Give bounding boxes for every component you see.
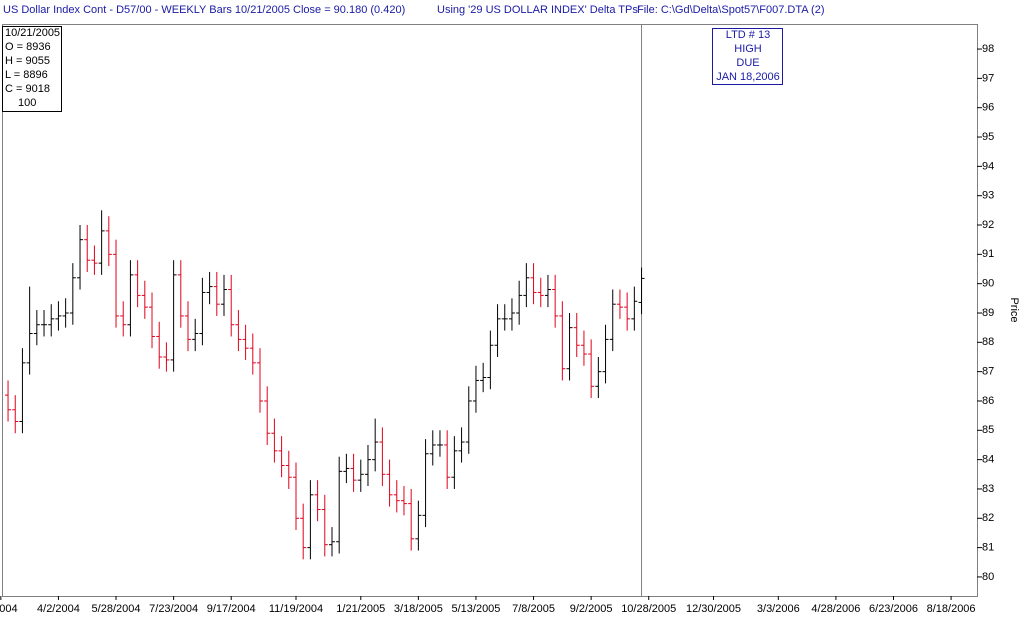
y-tick-label: 88	[982, 336, 994, 348]
y-tick-label: 85	[982, 424, 994, 436]
x-tick-label: 5/13/2005	[451, 603, 500, 615]
x-tick-label: 8/18/2006	[927, 603, 976, 615]
y-tick-label: 96	[982, 102, 994, 114]
x-tick-label: 7/23/2004	[149, 603, 198, 615]
y-tick-label: 94	[982, 160, 994, 172]
annotation-line: LTD # 13	[726, 29, 770, 41]
x-tick-label: 12/30/2005	[686, 603, 741, 615]
file-label: File: C:\Gd\Delta\Spot57\F007.DTA (2)	[637, 4, 824, 16]
info-line: O = 8936	[5, 41, 51, 53]
info-box	[2, 26, 62, 112]
y-tick-label: 91	[982, 248, 994, 260]
info-line: L = 8896	[5, 69, 48, 81]
x-tick-label: 6/23/2006	[869, 603, 918, 615]
annotation-line: HIGH	[734, 43, 762, 55]
y-tick-label: 83	[982, 483, 994, 495]
x-tick-label: 3/18/2005	[394, 603, 443, 615]
x-tick-label: 4/2/2004	[37, 603, 80, 615]
x-tick-label: 3/3/2006	[757, 603, 800, 615]
x-tick-label: 9/17/2004	[207, 603, 256, 615]
y-tick-label: 97	[982, 72, 994, 84]
info-line: H = 9055	[5, 55, 50, 67]
x-tick-label: 4/28/2006	[811, 603, 860, 615]
y-tick-label: 95	[982, 131, 994, 143]
y-tick-label: 87	[982, 366, 994, 378]
y-tick-label: 86	[982, 395, 994, 407]
y-tick-label: 89	[982, 307, 994, 319]
info-line: C = 9018	[5, 83, 50, 95]
chart-subtitle: Using '29 US DOLLAR INDEX' Delta TPs'	[437, 4, 640, 16]
x-tick-label: 11/19/2004	[269, 603, 323, 615]
y-tick-label: 84	[982, 454, 994, 466]
x-tick-label: 9/2/2005	[570, 603, 613, 615]
annotation-line: DUE	[736, 57, 759, 69]
x-tick-label: 7/8/2005	[512, 603, 555, 615]
y-tick-label: 82	[982, 512, 994, 524]
x-tick-label: 10/28/2005	[621, 603, 676, 615]
chart-title: US Dollar Index Cont - D57/00 - WEEKLY B…	[3, 4, 405, 16]
y-axis-label: Price	[1008, 297, 1020, 322]
x-tick-label: 1/21/2005	[336, 603, 385, 615]
y-tick-label: 98	[982, 43, 994, 55]
annotation-box	[712, 28, 783, 85]
x-tick-label: 5/28/2004	[92, 603, 141, 615]
info-line: 10/21/2005	[5, 27, 60, 39]
info-line: 100	[18, 97, 36, 109]
x-tick-label: 3/2004	[0, 603, 18, 615]
plot-frame	[2, 24, 978, 597]
y-tick-label: 80	[982, 571, 994, 583]
y-tick-label: 93	[982, 190, 994, 202]
y-tick-label: 90	[982, 278, 994, 290]
annotation-line: JAN 18,2006	[716, 71, 780, 83]
y-tick-label: 81	[982, 542, 994, 554]
y-tick-label: 92	[982, 219, 994, 231]
